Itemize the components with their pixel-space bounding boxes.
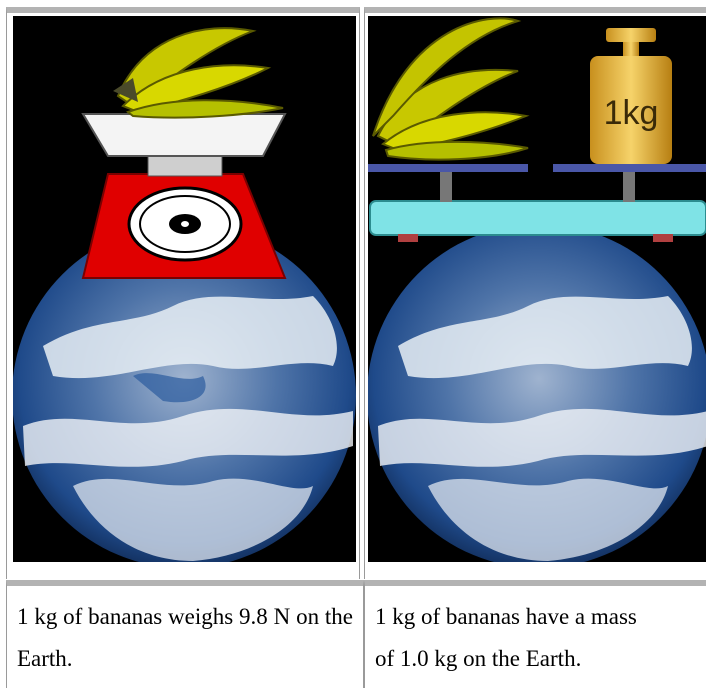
left-caption-cell: 1 kg of bananas weighs 9.8 N on the Eart… [6, 580, 364, 688]
earth-globe [13, 224, 356, 562]
banana-bunch [113, 27, 284, 119]
left-pan [368, 164, 528, 202]
balance-base [369, 200, 706, 242]
scale-pan [81, 113, 287, 157]
left-caption: 1 kg of bananas weighs 9.8 N on the Eart… [17, 604, 353, 671]
earth-globe [368, 224, 706, 562]
spring-scale-illustration [13, 16, 356, 562]
banana-bunch [372, 17, 530, 161]
balance-illustration: 1kg [368, 16, 706, 562]
kilogram-weight: 1kg [590, 28, 672, 164]
right-caption-cell: 1 kg of bananas have a mass of 1.0 kg on… [364, 580, 706, 688]
right-caption-line-2: of 1.0 kg on the Earth. [375, 646, 582, 671]
right-caption: 1 kg of bananas have a mass of 1.0 kg on… [375, 596, 706, 680]
right-pan [553, 164, 706, 202]
scale-stem [147, 153, 223, 177]
right-caption-line-1: 1 kg of bananas have a mass [375, 604, 637, 629]
weight-label: 1kg [604, 94, 659, 132]
spring-scale-body [81, 173, 287, 279]
